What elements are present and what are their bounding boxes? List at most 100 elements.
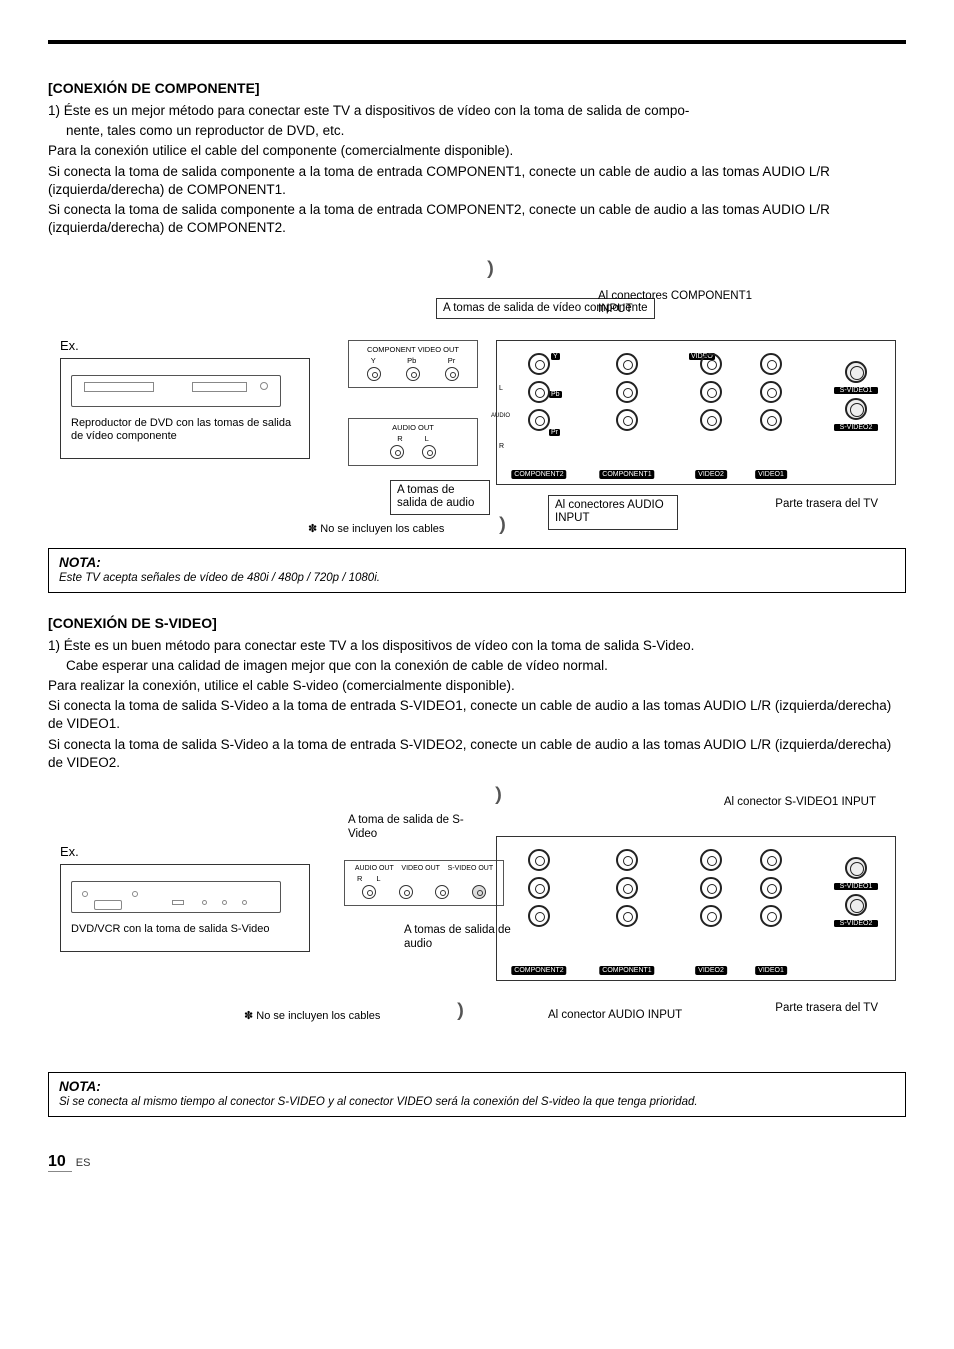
d1-callout-audio: A tomas de salida de audio <box>390 480 490 516</box>
d1-device-box: Reproductor de DVD con las tomas de sali… <box>60 358 310 460</box>
rca-jack-icon <box>528 849 550 871</box>
rca-jack-icon <box>616 877 638 899</box>
rca-jack-icon <box>700 409 722 431</box>
s2-p4: Si conecta la toma de salida S-Video a l… <box>48 736 906 772</box>
s1-p1b: nente, tales como un reproductor de DVD,… <box>48 122 906 140</box>
lbl-l: L <box>425 434 429 443</box>
svideo-jack-icon <box>845 398 867 420</box>
jack-icon <box>362 885 376 899</box>
jack-icon <box>406 367 420 381</box>
rca-jack-icon <box>760 381 782 403</box>
rca-jack-icon <box>700 849 722 871</box>
s2-p1b: Cabe esperar una calidad de imagen mejor… <box>48 657 906 675</box>
sv-label: S-VIDEO2 <box>834 424 878 431</box>
diagram-component: Ex. Reproductor de DVD con las tomas de … <box>48 250 906 540</box>
jack-icon <box>399 885 413 899</box>
sv-label: S-VIDEO2 <box>834 920 878 927</box>
mini-label: Pb <box>549 391 562 398</box>
lbl: R <box>357 874 362 883</box>
group-label: COMPONENT2 <box>511 470 566 479</box>
d2-callout-sv: A toma de salida de S-Video <box>348 814 478 842</box>
group-label: VIDEO1 <box>755 966 787 975</box>
d1-src-audio: AUDIO OUT R L <box>348 418 478 466</box>
d2-callout-tv-top: Al conector S-VIDEO1 INPUT <box>724 796 876 810</box>
sv-label: S-VIDEO1 <box>834 883 878 890</box>
d2-tv-rear: Parte trasera del TV <box>775 1002 878 1016</box>
section1-heading: [CONEXIÓN DE COMPONENTE] <box>48 80 906 96</box>
jack-icon <box>435 885 449 899</box>
rca-jack-icon <box>528 877 550 899</box>
s2-p2: Para realizar la conexión, utilice el ca… <box>48 677 906 695</box>
d1-device-outline <box>71 375 281 407</box>
group-label: COMPONENT2 <box>511 966 566 975</box>
page-lang: ES <box>76 1157 91 1169</box>
page-footer: 10 ES <box>48 1153 906 1172</box>
lbl: L <box>376 874 380 883</box>
d1-tv-panel: Y Pb Pr COMPONENT2 L AUDIO R COMPONENT1 … <box>496 340 896 485</box>
lbl: VIDEO OUT <box>401 865 440 872</box>
svideo-jack-icon <box>472 885 486 899</box>
rca-jack-icon <box>760 877 782 899</box>
s1-p3: Si conecta la toma de salida componente … <box>48 163 906 199</box>
d1-ex-label: Ex. <box>60 338 79 353</box>
nota2-text: Si se conecta al mismo tiempo al conecto… <box>59 1096 895 1108</box>
diagram-svideo: Ex. DVD/VCR con la toma de salida S-Vide… <box>48 784 906 1044</box>
d1-src-video: COMPONENT VIDEO OUT Y Pb Pr <box>348 340 478 388</box>
nota2-title: NOTA: <box>59 1079 895 1094</box>
lbl: S-VIDEO OUT <box>448 865 494 872</box>
group-label: VIDEO2 <box>695 470 727 479</box>
page-number: 10 <box>48 1153 72 1172</box>
d2-device-outline <box>71 881 281 913</box>
lbl-y: Y <box>371 356 376 365</box>
lbl: AUDIO OUT <box>355 865 394 872</box>
svideo-jack-icon <box>845 857 867 879</box>
d1-callout-tv-bot: Al conectores AUDIO INPUT <box>548 495 678 531</box>
d1-src-video-title: COMPONENT VIDEO OUT <box>355 345 471 354</box>
lbl-pr: Pr <box>448 356 456 365</box>
d2-src-panel: AUDIO OUT VIDEO OUT S-VIDEO OUT R L <box>344 860 504 906</box>
rca-jack-icon <box>616 905 638 927</box>
group-label: VIDEO1 <box>755 470 787 479</box>
nota1-title: NOTA: <box>59 555 895 570</box>
rca-jack-icon <box>528 353 550 375</box>
d1-callout-tv-top: Al conectores COMPONENT1 INPUT <box>598 290 758 318</box>
rca-jack-icon <box>528 905 550 927</box>
lbl-pb: Pb <box>407 356 416 365</box>
nota1-text: Este TV acepta señales de vídeo de 480i … <box>59 572 895 584</box>
section2-heading: [CONEXIÓN DE S-VIDEO] <box>48 615 906 631</box>
jack-icon <box>367 367 381 381</box>
side-audio: AUDIO <box>491 413 510 419</box>
rca-jack-icon <box>528 381 550 403</box>
s1-p1a: 1) Éste es un mejor método para conectar… <box>48 102 906 120</box>
d2-device-box: DVD/VCR con la toma de salida S-Video <box>60 864 310 952</box>
sv-label: S-VIDEO1 <box>834 387 878 394</box>
group-label: COMPONENT1 <box>599 966 654 975</box>
s2-p1a: 1) Éste es un buen método para conectar … <box>48 637 906 655</box>
s2-p3: Si conecta la toma de salida S-Video a l… <box>48 697 906 733</box>
rca-jack-icon <box>616 353 638 375</box>
rca-jack-icon <box>528 409 550 431</box>
group-label: COMPONENT1 <box>599 470 654 479</box>
nota2-box: NOTA: Si se conecta al mismo tiempo al c… <box>48 1072 906 1117</box>
svideo-jack-icon <box>845 361 867 383</box>
mini-label: Pr <box>549 429 560 436</box>
rca-jack-icon <box>760 409 782 431</box>
d2-ex-label: Ex. <box>60 844 79 859</box>
d2-device-label: DVD/VCR con la toma de salida S-Video <box>71 923 299 937</box>
nota1-box: NOTA: Este TV acepta señales de vídeo de… <box>48 548 906 593</box>
rca-jack-icon <box>616 409 638 431</box>
jack-icon <box>422 445 436 459</box>
d2-callout-tv-bot: Al conector AUDIO INPUT <box>548 1009 682 1023</box>
jack-icon <box>445 367 459 381</box>
top-divider <box>48 40 906 44</box>
d1-device-label: Reproductor de DVD con las tomas de sali… <box>71 417 299 445</box>
mini-label: Y <box>551 353 560 360</box>
jack-icon <box>390 445 404 459</box>
side-r: R <box>499 443 504 450</box>
s1-p4: Si conecta la toma de salida componente … <box>48 201 906 237</box>
d1-src-audio-title: AUDIO OUT <box>355 423 471 432</box>
rca-jack-icon <box>700 381 722 403</box>
group-label: VIDEO2 <box>695 966 727 975</box>
rca-jack-icon <box>700 353 722 375</box>
rca-jack-icon <box>616 849 638 871</box>
